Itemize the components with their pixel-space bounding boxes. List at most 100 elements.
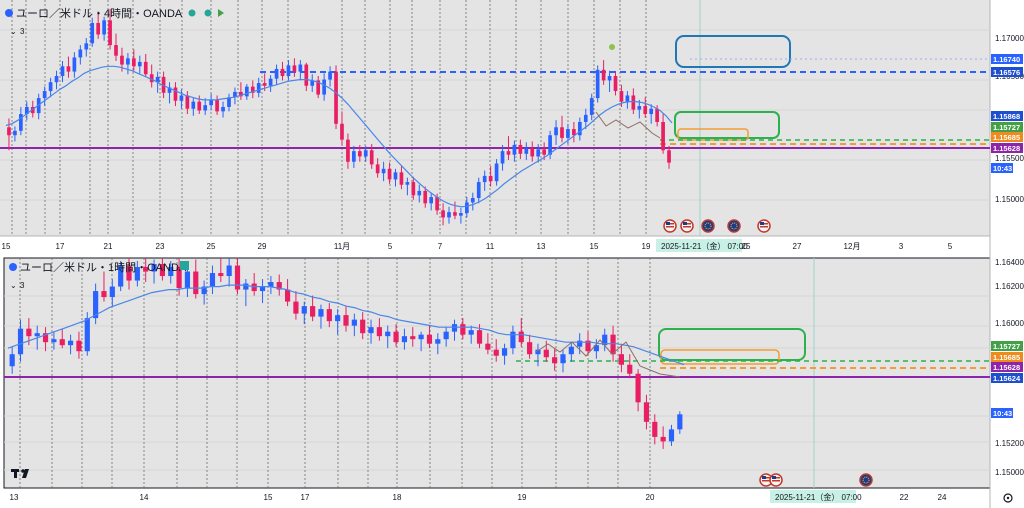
candle[interactable] (447, 212, 451, 218)
candle[interactable] (126, 58, 130, 65)
candle[interactable] (96, 22, 101, 35)
candle[interactable] (593, 345, 599, 352)
candle[interactable] (268, 282, 274, 287)
candle[interactable] (351, 319, 357, 326)
candle[interactable] (610, 334, 616, 355)
candle[interactable] (660, 436, 666, 442)
candle[interactable] (191, 101, 196, 109)
candle[interactable] (360, 319, 366, 334)
candle[interactable] (114, 45, 118, 56)
candle[interactable] (643, 106, 648, 115)
candle[interactable] (340, 123, 344, 140)
candle[interactable] (328, 71, 332, 80)
candle[interactable] (618, 354, 624, 365)
candle[interactable] (429, 197, 434, 204)
candle[interactable] (304, 64, 309, 86)
candle[interactable] (284, 289, 291, 302)
zone-box-green[interactable] (674, 111, 780, 139)
candle[interactable] (179, 95, 184, 101)
zone-box-green[interactable] (658, 328, 806, 361)
candle[interactable] (143, 267, 149, 272)
candles[interactable] (9, 258, 683, 449)
candle[interactable] (197, 101, 202, 111)
candle[interactable] (48, 82, 53, 92)
candle[interactable] (78, 49, 83, 58)
candle[interactable] (51, 339, 57, 343)
candle[interactable] (536, 149, 541, 157)
candle[interactable] (310, 306, 316, 317)
pane-1h[interactable]: ユーロ／米ドル・1時間・OANDA ⌄ 3 1.164001.162001.16… (0, 256, 1024, 508)
candle[interactable] (501, 348, 508, 356)
candle[interactable] (42, 333, 49, 343)
candle[interactable] (510, 331, 516, 349)
candle[interactable] (239, 91, 243, 97)
candle[interactable] (459, 213, 463, 216)
price-tag[interactable] (991, 362, 1023, 372)
candle[interactable] (244, 86, 249, 97)
candle[interactable] (418, 334, 424, 340)
price-tag[interactable] (991, 67, 1023, 77)
candle[interactable] (667, 150, 671, 163)
candle[interactable] (72, 57, 77, 72)
candle[interactable] (168, 267, 174, 277)
candle[interactable] (316, 80, 321, 95)
candle[interactable] (17, 328, 24, 355)
candle[interactable] (583, 114, 588, 122)
candle[interactable] (120, 55, 124, 65)
candle[interactable] (251, 283, 257, 292)
candle[interactable] (649, 108, 654, 115)
candle[interactable] (423, 190, 428, 204)
candle[interactable] (293, 301, 299, 314)
candle[interactable] (381, 168, 386, 174)
candle[interactable] (84, 43, 89, 50)
candle[interactable] (233, 91, 237, 98)
economic-events[interactable] (759, 473, 873, 487)
plot-background[interactable] (0, 0, 990, 236)
candle[interactable] (625, 95, 630, 102)
candle[interactable] (376, 327, 382, 337)
candle[interactable] (102, 20, 106, 35)
candle[interactable] (149, 74, 154, 83)
candle[interactable] (585, 340, 591, 352)
candle[interactable] (476, 330, 483, 344)
candle[interactable] (453, 212, 457, 216)
tradingview-logo-icon[interactable] (11, 469, 29, 478)
candle[interactable] (250, 86, 255, 93)
candle[interactable] (368, 327, 374, 334)
candle[interactable] (613, 76, 618, 92)
zone-box-blue[interactable] (675, 35, 791, 68)
candle[interactable] (335, 315, 341, 322)
candle[interactable] (101, 291, 107, 298)
candle[interactable] (518, 144, 523, 154)
candle[interactable] (357, 151, 362, 157)
candle[interactable] (173, 87, 178, 101)
candle[interactable] (637, 106, 642, 110)
candle[interactable] (9, 354, 15, 367)
legend-toggle[interactable]: 3 (20, 281, 25, 290)
candle[interactable] (280, 68, 285, 77)
price-tag[interactable] (991, 341, 1023, 351)
candles[interactable] (7, 8, 671, 226)
price-tag[interactable] (991, 111, 1023, 121)
candle[interactable] (292, 65, 297, 72)
zone-box-orange[interactable] (677, 128, 749, 141)
candle[interactable] (84, 318, 90, 352)
candle[interactable] (274, 68, 279, 79)
candle[interactable] (7, 127, 11, 136)
us-flag-icon[interactable] (663, 219, 677, 233)
candle[interactable] (318, 309, 324, 317)
candle[interactable] (234, 265, 241, 290)
candle[interactable] (262, 83, 267, 86)
candle[interactable] (631, 95, 636, 110)
candle[interactable] (589, 98, 594, 115)
candle[interactable] (435, 339, 441, 344)
candle[interactable] (90, 22, 95, 44)
candle[interactable] (385, 331, 391, 337)
legend-toggle[interactable]: 3 (20, 27, 25, 36)
candle[interactable] (276, 282, 282, 290)
candle[interactable] (548, 135, 552, 155)
candle[interactable] (524, 148, 529, 154)
candle[interactable] (577, 340, 583, 347)
candle[interactable] (209, 273, 216, 287)
candle[interactable] (108, 20, 112, 46)
